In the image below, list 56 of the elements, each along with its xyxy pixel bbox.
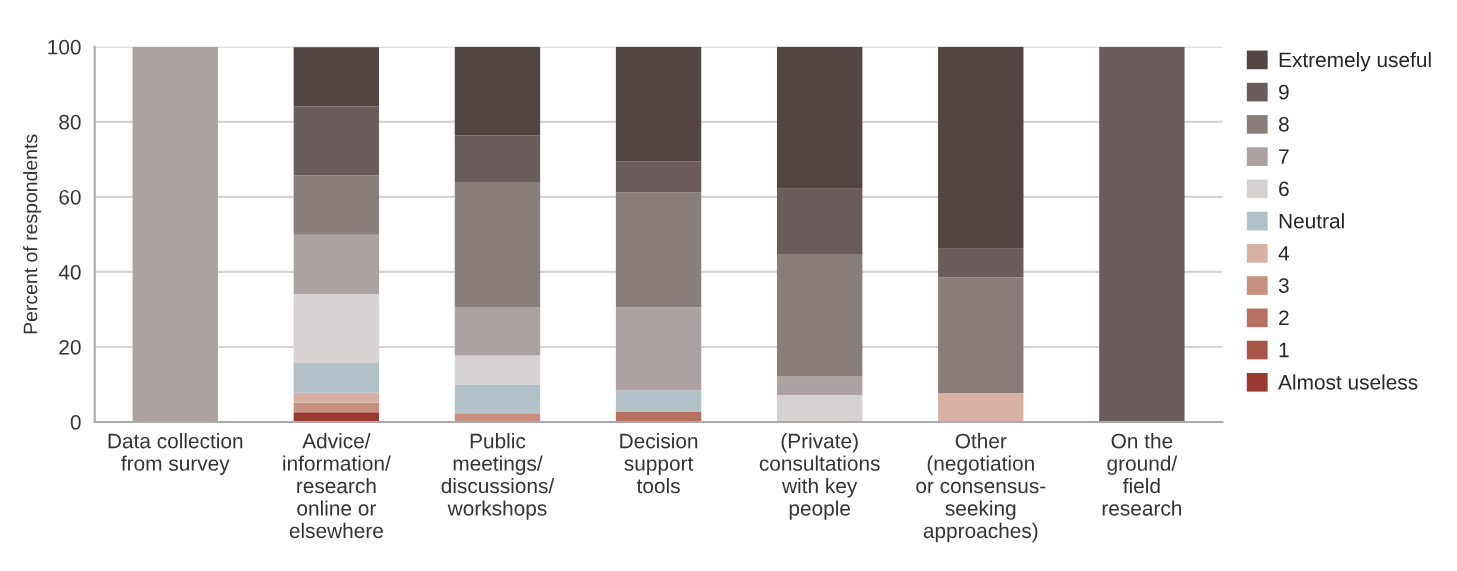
- bar: [776, 46, 863, 189]
- y-tick-label: 60: [59, 189, 81, 205]
- bar: [776, 253, 863, 377]
- bar: [454, 135, 541, 183]
- bar: [615, 161, 702, 193]
- legend-label: 3: [1278, 278, 1289, 293]
- bar: [938, 393, 1024, 422]
- x-tick-label: Decision support tools: [620, 433, 698, 494]
- bar: [454, 413, 541, 422]
- bar: [615, 192, 702, 308]
- bar: [293, 234, 380, 295]
- bar: [454, 355, 541, 385]
- bar: [454, 46, 541, 136]
- y-axis-title: Percent of respondents: [23, 134, 42, 334]
- x-tick-label: Public meetings/ discussions/ workshops: [441, 433, 555, 520]
- legend-label: Almost useless: [1278, 374, 1418, 390]
- bar: [776, 376, 863, 395]
- bar: [938, 248, 1024, 278]
- bar: [615, 307, 702, 391]
- bar: [454, 307, 541, 356]
- x-tick-label: Other (negotiation or consensus- seeking approaches): [916, 433, 1046, 543]
- bar: [293, 402, 380, 413]
- legend-label: 1: [1279, 342, 1289, 358]
- x-tick-label: Data collection from survey: [108, 433, 243, 475]
- legend-label: 9: [1279, 84, 1289, 100]
- bar: [1099, 46, 1185, 422]
- bar: [454, 384, 541, 414]
- bar: [293, 392, 380, 403]
- x-tick-label: On the ground/ field research: [1102, 433, 1182, 516]
- bar: [615, 411, 702, 422]
- bar: [615, 390, 702, 412]
- legend-label: 8: [1278, 116, 1289, 132]
- legend-label: Extremely useful: [1279, 51, 1431, 72]
- legend-label: 2: [1279, 310, 1289, 325]
- x-tick-label: (Private) consultations with key people: [759, 433, 880, 520]
- legend-label: Neutral: [1279, 213, 1344, 229]
- legend-label: 6: [1279, 181, 1289, 197]
- bar: [776, 394, 863, 422]
- y-tick-label: 20: [59, 339, 81, 355]
- bar: [293, 106, 380, 176]
- bar: [615, 46, 702, 162]
- bar: [293, 363, 380, 393]
- bar: [454, 182, 541, 308]
- bar: [293, 47, 380, 107]
- bar: [938, 277, 1024, 394]
- y-tick-label: 40: [58, 264, 81, 280]
- bar: [938, 46, 1024, 249]
- legend-label: 4: [1278, 246, 1290, 261]
- legend-label: 7: [1279, 149, 1289, 164]
- bar: [776, 188, 863, 254]
- y-tick-label: 0: [70, 414, 81, 430]
- x-tick-label: Advice/ information/ research online or elsewhere: [283, 433, 391, 539]
- bar: [293, 175, 380, 235]
- y-tick-label: 80: [59, 114, 81, 130]
- y-tick-label: 100: [48, 39, 81, 55]
- bar: [293, 412, 380, 422]
